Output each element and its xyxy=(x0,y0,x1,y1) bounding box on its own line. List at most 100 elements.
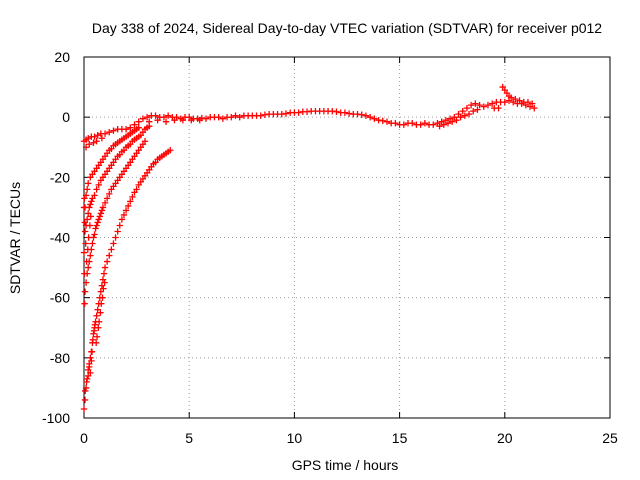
axis-ticks: 0 5 10 15 20 25 -100 -80 -60 -40 -20 0 20 xyxy=(42,49,618,446)
data-point xyxy=(449,118,456,125)
data-point xyxy=(95,318,103,325)
data-point xyxy=(88,348,96,356)
data-point xyxy=(295,109,302,116)
data-point xyxy=(101,130,109,137)
series-noise-upper xyxy=(82,83,536,151)
series-noise-lower xyxy=(80,204,108,395)
data-point xyxy=(531,104,538,112)
data-point xyxy=(232,112,239,119)
data-point xyxy=(80,204,88,211)
data-point xyxy=(392,119,399,127)
data-point xyxy=(164,112,172,119)
data-point xyxy=(110,127,117,134)
data-point xyxy=(88,198,95,205)
data-point xyxy=(99,294,106,301)
data-point xyxy=(85,264,92,271)
data-point xyxy=(171,116,178,124)
data-point xyxy=(228,113,235,121)
data-point xyxy=(95,324,102,331)
data-point xyxy=(82,387,89,395)
data-point xyxy=(127,198,134,205)
data-point xyxy=(436,122,443,130)
data-point xyxy=(122,207,130,214)
chart-title: Day 338 of 2024, Sidereal Day-to-day VTE… xyxy=(92,20,602,36)
data-point xyxy=(444,119,452,127)
data-point xyxy=(100,270,108,277)
data-point xyxy=(371,115,378,122)
data-point xyxy=(131,121,138,128)
data-point xyxy=(96,213,103,220)
data-point xyxy=(98,207,106,214)
data-point xyxy=(196,116,203,124)
data-point xyxy=(87,201,94,208)
data-point xyxy=(133,186,140,193)
data-point xyxy=(81,288,89,295)
data-point xyxy=(82,192,90,199)
data-point xyxy=(488,100,496,107)
data-point xyxy=(461,112,469,119)
data-point xyxy=(219,115,227,122)
data-point xyxy=(474,106,481,113)
data-point xyxy=(465,110,473,118)
data-point xyxy=(362,112,370,119)
data-point xyxy=(87,354,94,362)
data-point xyxy=(86,141,93,148)
series-track-c xyxy=(81,138,149,307)
data-point xyxy=(333,108,340,115)
data-point xyxy=(440,121,447,128)
data-point xyxy=(94,219,101,226)
data-point xyxy=(160,113,168,121)
data-point xyxy=(98,300,105,307)
x-tick-label: 0 xyxy=(80,430,88,446)
series-track-d xyxy=(80,147,174,413)
data-point xyxy=(141,138,149,145)
data-point xyxy=(106,129,113,136)
data-point xyxy=(103,258,111,265)
data-point xyxy=(83,378,90,386)
data-point xyxy=(512,95,519,103)
data-point xyxy=(81,300,88,307)
data-point xyxy=(81,219,89,226)
data-point xyxy=(383,118,391,125)
data-point xyxy=(152,112,159,119)
data-point xyxy=(81,228,89,235)
data-point xyxy=(116,222,123,229)
y-axis-label: SDTVAR / TECUs xyxy=(7,182,23,294)
data-point xyxy=(91,231,98,238)
data-point xyxy=(91,192,98,199)
data-point xyxy=(417,121,424,128)
data-point xyxy=(154,116,161,124)
data-point xyxy=(143,113,151,121)
data-point xyxy=(236,113,243,121)
data-point xyxy=(106,190,113,198)
data-point xyxy=(188,116,195,124)
data-point xyxy=(282,110,290,117)
data-point xyxy=(470,107,477,115)
data-point xyxy=(463,104,471,112)
data-point xyxy=(82,384,90,392)
data-point xyxy=(135,124,142,131)
data-point xyxy=(101,279,108,286)
x-axis-label: GPS time / hours xyxy=(292,457,399,473)
data-point xyxy=(106,252,113,259)
data-point xyxy=(484,101,492,109)
data-point xyxy=(421,119,429,127)
data-point xyxy=(80,249,88,256)
data-point xyxy=(501,98,508,106)
y-tick-label: -40 xyxy=(50,230,70,246)
data-point xyxy=(97,210,105,217)
series-track-a xyxy=(81,124,142,211)
data-point xyxy=(524,98,532,106)
data-point xyxy=(257,112,264,119)
data-point xyxy=(83,186,91,193)
data-point xyxy=(89,336,97,343)
data-point xyxy=(129,193,136,201)
x-tick-label: 20 xyxy=(497,430,513,446)
data-point xyxy=(114,228,121,235)
data-point xyxy=(162,118,170,125)
data-point xyxy=(83,258,90,265)
data-point xyxy=(112,234,119,241)
data-point xyxy=(400,121,408,128)
data-point xyxy=(88,357,95,365)
